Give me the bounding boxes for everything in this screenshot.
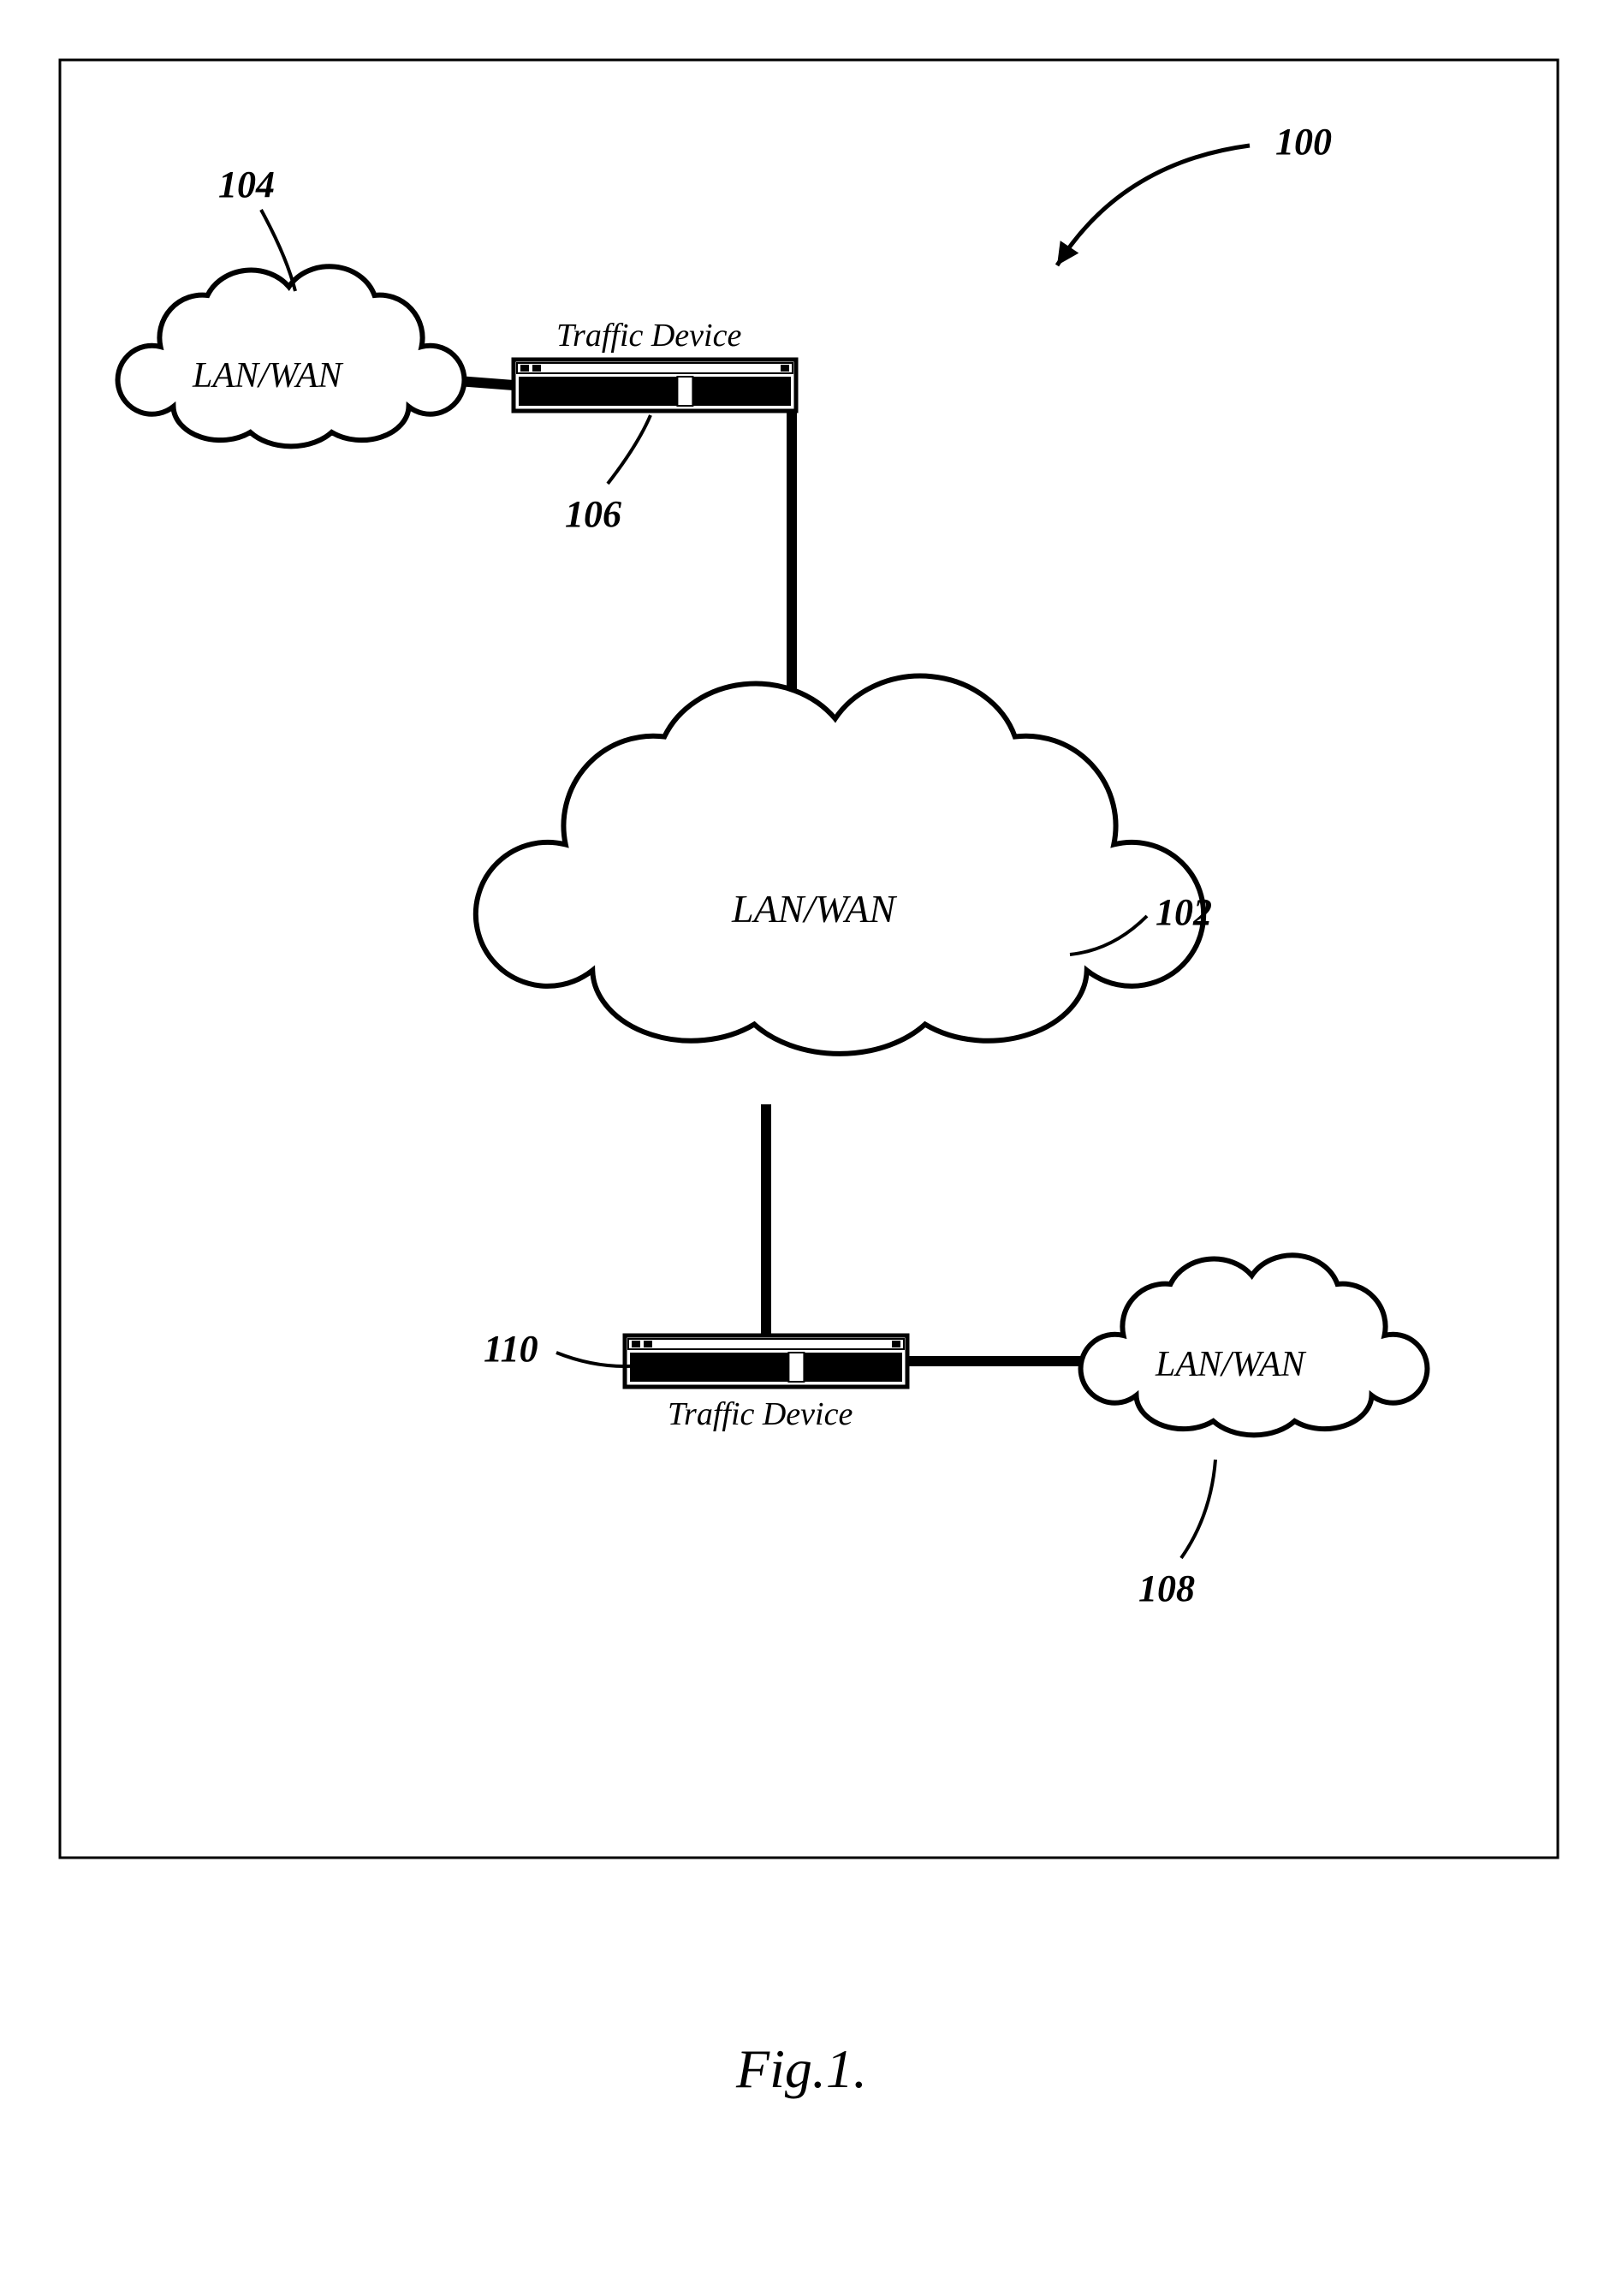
ref-106: 106 — [565, 492, 621, 536]
diagram-canvas: 100 104 102 108 106 110 LAN/WAN LAN/WAN … — [0, 0, 1622, 2292]
diagram-svg — [0, 0, 1622, 2292]
ref-110: 110 — [484, 1327, 538, 1371]
cloud-108-text: LAN/WAN — [1156, 1344, 1304, 1385]
device-106-label: Traffic Device — [556, 317, 741, 354]
figure-caption: Fig.1. — [736, 2037, 867, 2101]
cloud-104-text: LAN/WAN — [193, 355, 342, 396]
ref-100: 100 — [1275, 120, 1332, 164]
ref-108: 108 — [1138, 1567, 1195, 1610]
ref-104: 104 — [218, 163, 275, 206]
device-110-label: Traffic Device — [668, 1395, 853, 1433]
ref-102: 102 — [1156, 890, 1212, 934]
cloud-102-text: LAN/WAN — [732, 886, 895, 931]
